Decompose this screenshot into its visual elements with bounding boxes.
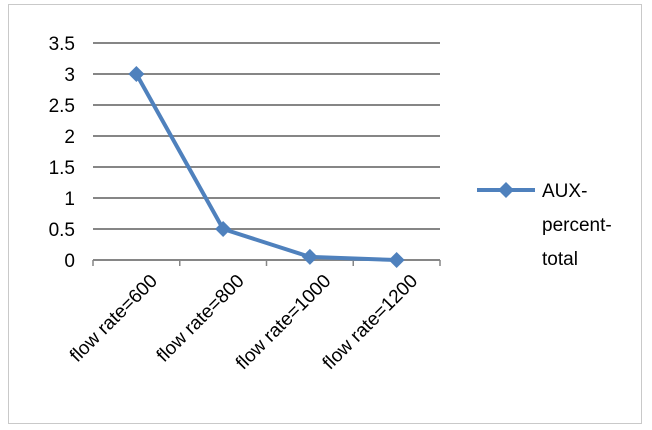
legend: AUX-percent-total <box>477 181 612 270</box>
y-tick-label: 2.5 <box>49 96 75 117</box>
y-tick-label: 0.5 <box>49 220 75 241</box>
legend-label: AUX- <box>542 181 587 202</box>
series-line <box>134 73 397 262</box>
data-point-marker <box>215 221 232 237</box>
legend-label: percent- <box>542 215 612 236</box>
series-layer <box>128 66 405 268</box>
y-tick-label: 3 <box>64 65 75 86</box>
x-tick-label: flow rate=600 <box>66 271 162 367</box>
y-tick-label: 1.5 <box>49 158 75 179</box>
data-point-marker <box>128 66 145 82</box>
y-tick-label: 2 <box>64 127 75 148</box>
legend-label: total <box>542 249 578 270</box>
data-point-marker <box>388 252 405 268</box>
data-point-marker <box>301 248 318 265</box>
gridlines <box>92 42 441 266</box>
y-axis-tick-labels: 0 0.5 1 1.5 2 2.5 3 3.5 <box>49 34 75 272</box>
x-tick-label: flow rate=800 <box>153 271 249 367</box>
legend-marker-swatch <box>498 182 514 198</box>
y-tick-label: 3.5 <box>49 34 75 55</box>
y-tick-label: 0 <box>64 251 75 272</box>
y-tick-label: 1 <box>64 189 75 210</box>
